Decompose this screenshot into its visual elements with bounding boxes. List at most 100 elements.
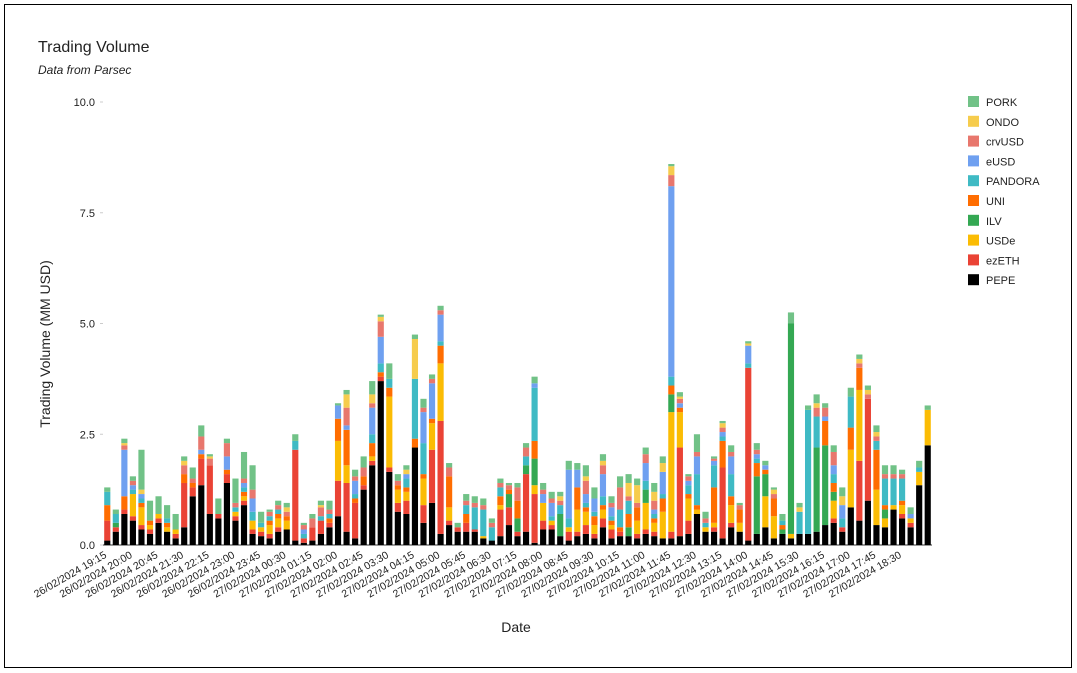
bar-segment	[924, 405, 931, 410]
legend-swatch	[968, 254, 979, 266]
bar-segment	[394, 474, 401, 481]
bar-segment	[240, 478, 248, 483]
bar-segment	[693, 451, 701, 457]
bar-segment	[471, 529, 478, 532]
bar-segment	[557, 513, 564, 537]
bar-segment	[651, 522, 658, 532]
bar-segment	[582, 494, 589, 503]
bar-segment	[283, 516, 290, 521]
bar-segment	[599, 509, 607, 519]
bar-segment	[300, 525, 307, 530]
bar-segment	[787, 538, 795, 545]
bar-segment	[822, 420, 829, 446]
bar-segment	[770, 538, 777, 545]
bar-segment	[676, 407, 683, 413]
y-tick-label: 7.5	[80, 208, 95, 220]
bar-segment	[360, 485, 367, 490]
bar-segment	[736, 505, 743, 510]
bar-segment	[266, 511, 273, 517]
bar-segment	[540, 529, 547, 545]
bar-segment	[659, 538, 666, 545]
bar-segment	[557, 496, 564, 501]
bar-segment	[728, 451, 735, 457]
bar-segment	[591, 516, 598, 526]
bar-segment	[480, 505, 487, 510]
bar-segment	[309, 527, 316, 541]
bar-segment	[745, 345, 752, 364]
bar-segment	[240, 500, 248, 506]
bar-segment	[497, 496, 504, 506]
bar-segment	[309, 518, 316, 528]
bar-segment	[164, 531, 171, 545]
bar-segment	[719, 538, 726, 545]
bar-segment	[326, 527, 333, 545]
bar-segment	[223, 456, 230, 470]
bar-segment	[668, 412, 675, 532]
bar-segment	[488, 522, 495, 528]
bar-segment	[856, 358, 863, 364]
bar-segment	[651, 491, 658, 501]
bar-segment	[505, 482, 513, 486]
bar-segment	[574, 463, 581, 470]
bar-segment	[693, 456, 701, 475]
bar-segment	[685, 476, 692, 481]
bar-segment	[275, 518, 282, 528]
bar-segment	[753, 443, 760, 450]
bar-segment	[659, 471, 666, 495]
bar-segment	[514, 531, 521, 537]
bar-segment	[668, 531, 675, 539]
bar-segment	[830, 465, 837, 475]
bar-segment	[565, 460, 572, 470]
bar-segment	[591, 525, 598, 534]
bar-segment	[873, 449, 880, 490]
bar-segment	[642, 480, 649, 490]
bar-segment	[514, 500, 521, 519]
bar-segment	[326, 522, 333, 528]
bar-segment	[258, 531, 265, 537]
bar-segment	[181, 460, 188, 466]
bar-segment	[625, 482, 632, 497]
bar-segment	[693, 505, 701, 510]
bar-segment	[899, 505, 906, 514]
bar-segment	[599, 496, 607, 506]
bar-segment	[258, 522, 265, 528]
bar-segment	[480, 498, 487, 506]
bar-segment	[565, 540, 572, 545]
bar-segment	[805, 533, 812, 545]
bar-segment	[454, 531, 461, 545]
bar-segment	[471, 531, 478, 545]
bar-segment	[146, 529, 154, 534]
bar-segment	[582, 502, 589, 508]
bar-segment	[899, 500, 906, 506]
bar-segment	[608, 520, 615, 526]
bar-segment	[480, 536, 487, 539]
bar-segment	[822, 407, 829, 417]
bar-segment	[676, 403, 683, 408]
bar-segment	[420, 522, 427, 545]
bar-segment	[446, 463, 453, 468]
bar-segment	[428, 423, 436, 450]
bar-segment	[813, 447, 820, 532]
bar-segment	[454, 527, 461, 532]
bar-segment	[522, 465, 530, 475]
bar-segment	[668, 166, 675, 176]
bar-segment	[198, 458, 205, 486]
bar-segment	[352, 498, 359, 503]
bar-segment	[360, 476, 367, 486]
bar-segment	[916, 471, 923, 486]
legend-swatch	[968, 155, 979, 167]
y-axis-label: Trading Volume (MM USD)	[37, 260, 53, 428]
bar-segment	[138, 498, 145, 503]
bar-segment	[625, 500, 632, 514]
bar-segment	[300, 522, 307, 526]
bar-segment	[377, 376, 384, 382]
bar-segment	[240, 505, 248, 545]
bar-segment	[753, 449, 760, 455]
bar-segment	[164, 518, 171, 523]
bar-segment	[608, 507, 615, 517]
bar-segment	[420, 398, 427, 408]
bar-segment	[377, 321, 384, 337]
bar-segment	[668, 186, 675, 377]
bar-segment	[582, 511, 589, 526]
bar-segment	[309, 540, 316, 545]
